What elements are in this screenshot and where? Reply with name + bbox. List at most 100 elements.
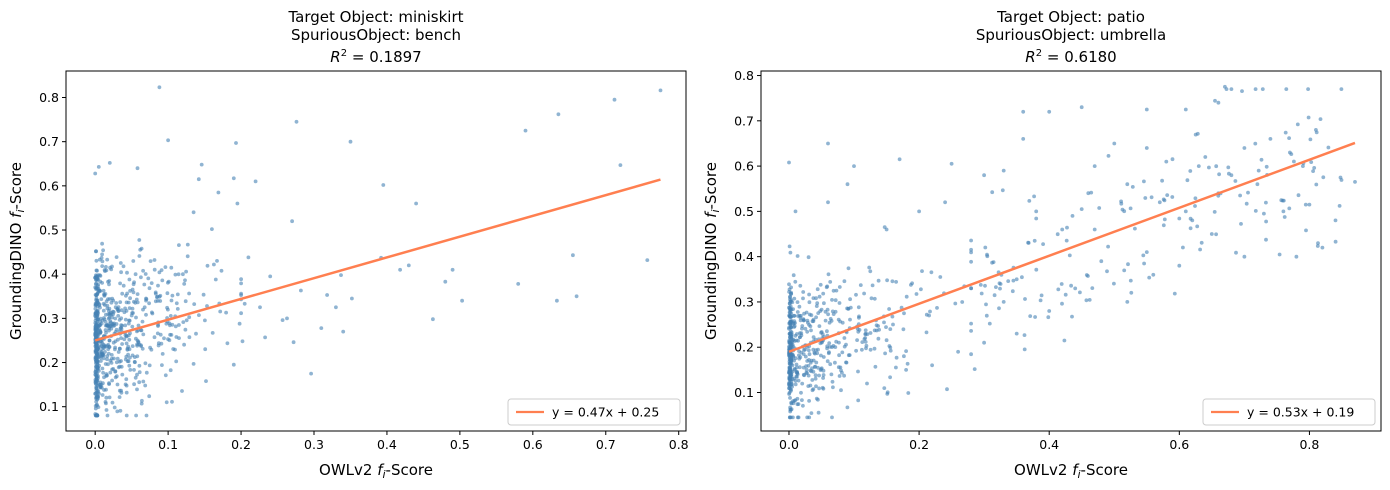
chart-right-data-point — [883, 351, 887, 356]
chart-right-data-point — [827, 341, 832, 346]
chart-right-data-point — [793, 209, 798, 214]
chart-left-data-point — [101, 248, 105, 253]
chart-right-data-point — [897, 157, 902, 162]
chart-right-data-point — [1089, 190, 1094, 195]
chart-left-data-point — [184, 269, 189, 274]
chart-left-data-point — [128, 289, 133, 293]
chart-right-data-point — [1079, 207, 1084, 212]
chart-left-data-point — [460, 298, 464, 303]
chart-left-data-point — [99, 344, 104, 348]
chart-right-data-point — [788, 396, 792, 400]
chart-left-r2-exponent: 2 — [341, 48, 347, 59]
chart-left-data-point — [176, 272, 181, 277]
chart-left-data-point — [120, 342, 124, 346]
chart-right-data-point — [1244, 201, 1249, 206]
chart-left-data-point — [101, 356, 106, 361]
chart-right-r2-symbol: R — [1025, 48, 1035, 66]
chart-right-data-point — [928, 309, 932, 314]
chart-left-data-point — [117, 395, 122, 399]
chart-right-data-point — [825, 329, 829, 334]
chart-right-data-point — [819, 330, 824, 334]
chart-right-data-point — [792, 324, 797, 328]
chart-left-data-point — [96, 165, 101, 169]
chart-left-xlabel-subscript: i — [382, 468, 385, 481]
chart-right-data-point — [1177, 263, 1182, 268]
chart-left-data-point — [170, 322, 175, 327]
chart-left-data-point — [115, 382, 120, 387]
chart-right-data-point — [794, 362, 799, 367]
chart-left-r2-symbol: R — [330, 48, 340, 66]
chart-left-data-point — [183, 299, 188, 304]
chart-right-data-point — [821, 355, 826, 359]
chart-right-data-point — [803, 354, 808, 359]
chart-right-data-point — [1073, 286, 1078, 291]
chart-left-data-point — [128, 296, 133, 301]
chart-right-r2: R2 = 0.6180 — [1025, 48, 1116, 66]
chart-right-data-point — [888, 375, 892, 380]
chart-right-data-point — [1283, 130, 1288, 135]
chart-right-data-point — [787, 392, 791, 396]
chart-left-data-point — [135, 372, 139, 377]
chart-left-data-point — [94, 258, 99, 263]
chart-left-data-point — [95, 413, 100, 418]
chart-right-data-point — [1253, 141, 1258, 146]
chart-left-legend-label: y = 0.47x + 0.25 — [552, 405, 659, 420]
chart-left-data-point — [98, 322, 102, 327]
chart-right-data-point — [800, 326, 804, 331]
chart-right-data-point — [817, 386, 821, 391]
chart-right-data-point — [997, 306, 1001, 311]
chart-right-data-point — [1227, 171, 1231, 176]
chart-right-data-point — [1238, 193, 1242, 198]
chart-left-data-point — [143, 272, 148, 276]
chart-left-data-point — [242, 301, 247, 306]
chart-right-xtick-label: 0.6 — [1169, 437, 1189, 452]
chart-right-data-point — [1047, 309, 1052, 313]
chart-right-data-point — [795, 300, 800, 304]
chart-right-data-point — [1034, 216, 1039, 221]
chart-left-data-point — [443, 279, 448, 284]
chart-right-data-point — [984, 302, 988, 307]
chart-right-data-point — [813, 373, 818, 378]
chart-left-data-point — [123, 317, 128, 322]
chart-right-data-point — [920, 269, 924, 273]
chart-right-data-point — [1337, 204, 1342, 208]
chart-right-data-point — [1165, 193, 1170, 198]
chart-right-data-point — [876, 336, 881, 341]
chart-left-data-point — [104, 265, 108, 269]
chart-right-data-point — [790, 369, 795, 374]
chart-left-data-point — [100, 393, 105, 397]
chart-left-data-point — [191, 210, 196, 215]
chart-left-data-point — [137, 370, 142, 375]
chart-left-data-point — [334, 305, 338, 310]
chart-left-data-point — [212, 262, 216, 267]
chart-left-data-point — [100, 241, 104, 246]
chart-right-data-point — [1177, 216, 1182, 221]
chart-right-data-point — [1063, 292, 1068, 297]
chart-right-data-point — [969, 329, 973, 333]
chart-right-data-point — [807, 300, 812, 305]
chart-left-data-point — [148, 259, 153, 263]
chart-right-xlabel-variable: f — [1072, 461, 1080, 479]
chart-right-data-point — [1259, 157, 1264, 162]
chart-left-data-point — [234, 141, 238, 145]
chart-left-data-point — [113, 347, 117, 352]
chart-right-data-point — [1046, 315, 1051, 320]
chart-right-data-point — [1128, 206, 1133, 211]
chart-right-data-point — [817, 294, 822, 299]
chart-left-data-point — [130, 306, 135, 311]
chart-right-data-point — [1164, 159, 1169, 164]
chart-right-data-point — [885, 278, 889, 283]
chart-right-data-point — [1069, 283, 1073, 288]
chart-left-data-point — [168, 314, 173, 318]
chart-left-data-point — [147, 286, 152, 291]
chart-left-data-point — [116, 350, 121, 354]
chart-right-xlabel: OWLv2 fi-Score — [1014, 461, 1128, 481]
chart-right-data-point — [1183, 209, 1188, 214]
chart-left-data-point — [104, 408, 109, 412]
chart-right-data-point — [1000, 188, 1005, 193]
chart-right-data-point — [1120, 207, 1125, 212]
chart-right-data-point — [788, 372, 793, 377]
chart-left-data-point — [147, 394, 152, 399]
chart-left-data-point — [140, 398, 144, 403]
chart-right-data-point — [796, 314, 800, 318]
